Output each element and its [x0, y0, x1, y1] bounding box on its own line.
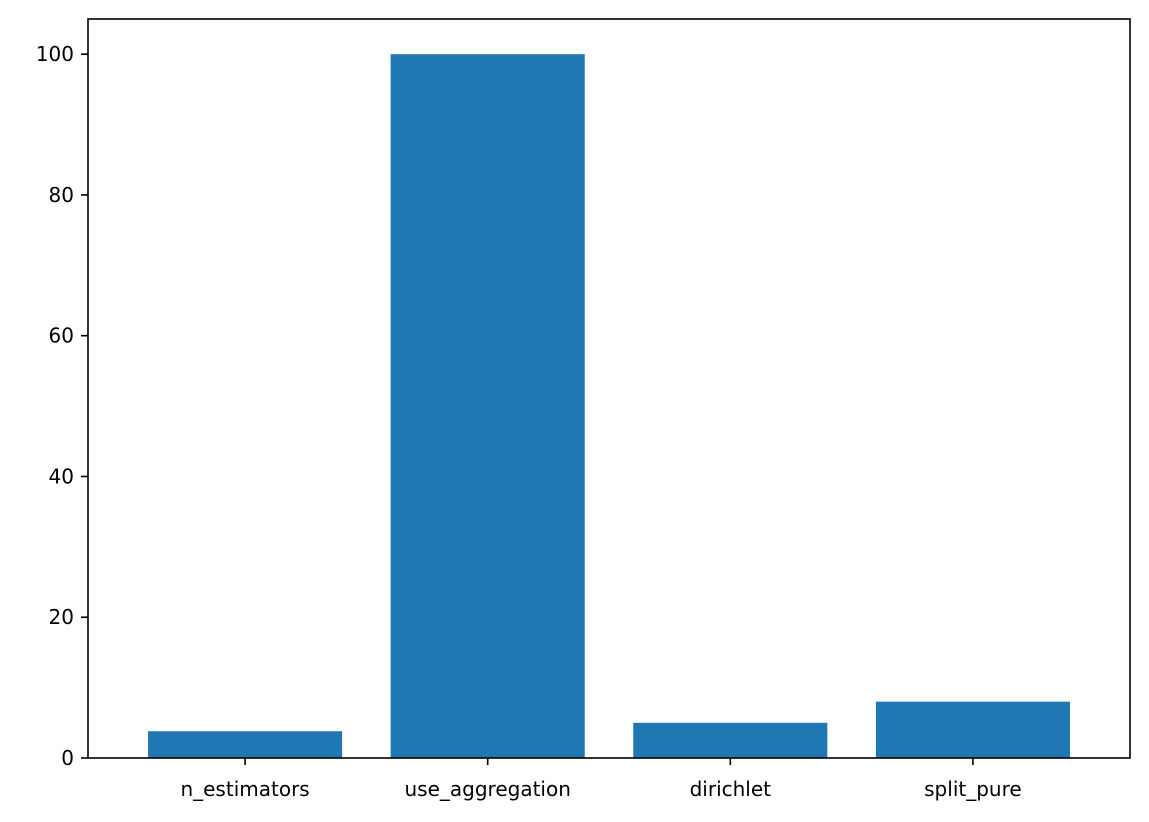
bars-layer	[148, 54, 1070, 758]
bar-dirichlet	[633, 722, 828, 758]
bar-split_pure	[875, 701, 1070, 758]
x-tick-label: n_estimators	[180, 777, 309, 801]
x-tick-label: use_aggregation	[404, 777, 570, 801]
y-tick-label: 60	[49, 324, 74, 348]
y-tick-label: 100	[36, 42, 74, 66]
y-tick-label: 80	[49, 183, 74, 207]
y-tick-label: 40	[49, 464, 74, 488]
bar-n_estimators	[148, 731, 343, 758]
x-tick-label: split_pure	[924, 777, 1022, 801]
y-tick-label: 20	[49, 605, 74, 629]
ticks-layer: n_estimators use_aggregation dirichlet spli…	[36, 42, 1022, 801]
y-tick-label: 0	[61, 746, 74, 770]
bar-use_aggregation	[390, 54, 585, 758]
plot-frame	[87, 18, 1131, 759]
x-tick-label: dirichlet	[690, 777, 772, 801]
